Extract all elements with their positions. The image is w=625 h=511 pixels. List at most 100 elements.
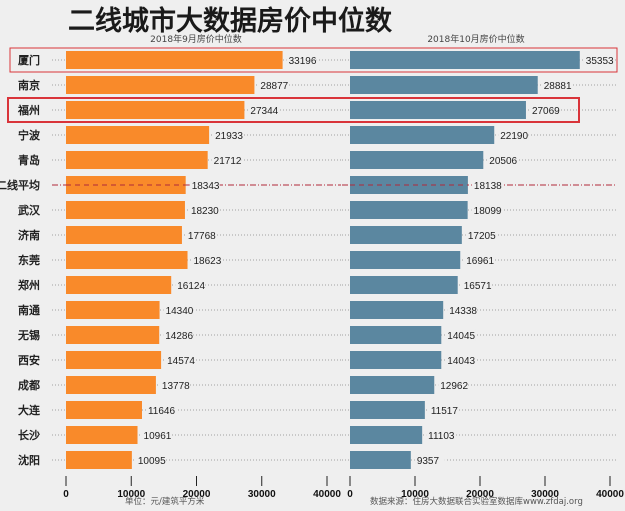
highlight-box	[9, 47, 618, 73]
value-label-bg	[445, 329, 476, 341]
chart-title: 二线城市大数据房价中位数	[68, 5, 393, 37]
value-label: 21712	[214, 156, 242, 167]
bar	[66, 426, 138, 444]
value-label: 17205	[468, 231, 496, 242]
category-label: 宁波	[18, 128, 41, 142]
x-tick-label: 0	[63, 489, 69, 500]
value-label: 14043	[447, 356, 475, 367]
value-label-bg	[185, 229, 216, 241]
bar	[350, 451, 411, 469]
value-label: 28877	[260, 81, 288, 92]
value-label: 10961	[144, 431, 172, 442]
value-label-bg	[498, 129, 529, 141]
bar	[350, 301, 444, 319]
bar	[350, 151, 484, 169]
bar	[66, 376, 156, 394]
value-label-bg	[213, 129, 244, 141]
category-label: 大连	[18, 403, 41, 417]
value-label-bg	[445, 354, 476, 366]
bar	[350, 401, 425, 419]
value-label: 11103	[428, 431, 455, 442]
value-label-bg	[414, 454, 445, 466]
value-label: 28881	[544, 81, 572, 92]
category-label: 青岛	[18, 153, 40, 167]
value-label-bg	[464, 254, 495, 266]
value-label: 14574	[167, 356, 195, 367]
value-label-bg	[438, 379, 469, 391]
value-label: 18343	[192, 181, 220, 192]
category-label: 南京	[18, 78, 40, 92]
bar	[350, 351, 442, 369]
value-label: 27344	[250, 106, 278, 117]
bar	[66, 176, 186, 194]
bar	[350, 101, 526, 119]
value-label: 27069	[532, 106, 560, 117]
value-label-bg	[447, 304, 478, 316]
value-label: 16961	[466, 256, 494, 267]
value-label: 18623	[194, 256, 222, 267]
category-label: 武汉	[18, 203, 41, 217]
value-label: 9357	[417, 456, 440, 467]
value-label: 18230	[191, 206, 219, 217]
value-label-bg	[211, 154, 242, 166]
x-tick-label: 0	[347, 489, 353, 500]
value-label-bg	[188, 204, 219, 216]
bar	[66, 251, 188, 269]
category-label: 郑州	[18, 278, 40, 292]
bar	[350, 126, 495, 144]
value-label: 14338	[449, 306, 477, 317]
bar	[66, 301, 160, 319]
bar	[350, 276, 458, 294]
value-label-bg	[163, 304, 194, 316]
value-label-bg	[471, 179, 502, 191]
bar	[350, 376, 435, 394]
x-tick-label: 40000	[596, 489, 624, 500]
highlight-box	[7, 97, 580, 123]
category-label: 无锡	[17, 328, 40, 342]
category-label: 二线平均	[0, 178, 40, 192]
value-label: 14340	[166, 306, 194, 317]
x-tick-label: 30000	[531, 489, 559, 500]
bar	[66, 151, 208, 169]
value-label-bg	[191, 254, 222, 266]
x-tick-label: 20000	[183, 489, 211, 500]
value-label: 10095	[138, 456, 166, 467]
bar	[66, 76, 255, 94]
bar	[350, 201, 468, 219]
series-title-left: 2018年9月房价中位数	[150, 33, 242, 45]
value-label: 14286	[165, 331, 193, 342]
bar	[350, 426, 423, 444]
value-label-bg	[426, 429, 457, 441]
value-label-bg	[461, 279, 492, 291]
value-label: 18138	[474, 181, 502, 192]
value-label-bg	[258, 79, 289, 91]
value-label-bg	[465, 229, 496, 241]
category-label: 西安	[18, 353, 40, 367]
value-label-bg	[135, 454, 166, 466]
value-label-bg	[141, 429, 172, 441]
value-label: 17768	[188, 231, 216, 242]
category-label: 东莞	[18, 253, 40, 267]
value-label-bg	[189, 179, 220, 191]
category-label: 成都	[18, 378, 40, 392]
value-label: 21933	[215, 131, 243, 142]
value-label: 33196	[289, 56, 317, 67]
bar	[350, 51, 580, 69]
bar	[66, 51, 283, 69]
bar	[66, 326, 160, 344]
x-tick-label: 10000	[401, 489, 429, 500]
category-label: 厦门	[18, 53, 40, 67]
value-label-bg	[165, 354, 196, 366]
bar	[66, 101, 245, 119]
value-label-bg	[159, 379, 190, 391]
value-label-bg	[583, 54, 614, 66]
x-tick-label: 10000	[117, 489, 145, 500]
unit-note: 单位：元/建筑平方米	[125, 496, 205, 507]
value-label: 16124	[177, 281, 205, 292]
value-label: 18099	[474, 206, 502, 217]
bar	[350, 76, 538, 94]
category-label: 福州	[17, 103, 40, 117]
value-label-bg	[428, 404, 459, 416]
value-label: 11517	[431, 406, 459, 417]
bar	[350, 326, 442, 344]
